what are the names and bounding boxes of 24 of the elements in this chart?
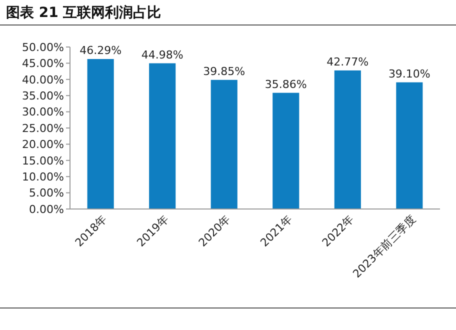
y-tick-label: 5.00% [29,186,64,200]
y-tick-label: 15.00% [22,154,64,168]
data-label: 44.98% [141,48,184,62]
y-tick-label: 35.00% [22,89,64,102]
bar [396,82,423,209]
data-label: 39.85% [203,64,246,78]
y-tick-label: 50.00% [22,40,64,54]
bar [149,63,176,209]
bar [210,80,238,209]
y-tick-label: 20.00% [22,138,64,152]
y-tick-label: 45.00% [22,57,64,70]
bar [87,59,114,209]
y-tick-label: 10.00% [22,170,64,184]
chart-title: 图表 21 互联网利润占比 [6,4,162,21]
y-tick-label: 25.00% [22,122,64,135]
data-label: 46.29% [80,44,122,58]
y-tick-label: 40.00% [22,73,64,86]
data-label: 42.77% [326,55,369,68]
y-tick-label: 30.00% [22,106,64,119]
bar [334,70,361,209]
bar [272,92,300,209]
y-tick-label: 0.00% [29,202,64,216]
data-label: 39.10% [388,67,430,80]
data-label: 35.86% [264,78,307,91]
